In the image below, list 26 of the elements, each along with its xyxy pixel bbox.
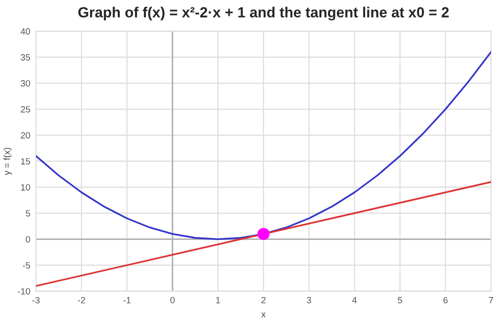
x-tick-label: 4 [352, 297, 357, 304]
x-tick-label: -2 [78, 296, 86, 304]
x-tick-label: 1 [216, 297, 220, 304]
y-tick-label: 35 [20, 54, 30, 61]
x-axis-title: x [261, 312, 266, 318]
x-tick-label: 6 [443, 296, 448, 304]
y-tick-label: -10 [18, 288, 30, 295]
x-tick-label: -3 [32, 296, 40, 304]
y-tick-label: 20 [20, 132, 30, 139]
line-series [36, 51, 491, 240]
y-tick-label: 15 [21, 158, 30, 165]
x-tick-label: 2 [261, 296, 266, 304]
y-tick-label: 10 [21, 184, 30, 191]
y-tick-label: 30 [20, 80, 30, 87]
x-tick-label: -1 [123, 297, 131, 304]
y-tick-label: 25 [20, 106, 30, 113]
x-tick-label: 0 [170, 296, 175, 304]
y-tick-label: 5 [26, 210, 30, 217]
y-tick-label: 40 [20, 28, 30, 35]
y-tick-label: -5 [22, 262, 30, 269]
chart-title: Graph of f(x) = x²-2·x + 1 and the tangent line at x0 = 2 [78, 6, 449, 20]
x-tick-label: 3 [306, 296, 312, 304]
y-axis-title: y = f(x) [3, 148, 12, 176]
y-tick-label: 0 [26, 236, 30, 243]
x-tick-label: 5 [398, 297, 402, 304]
x-tick-label: 7 [488, 297, 494, 304]
